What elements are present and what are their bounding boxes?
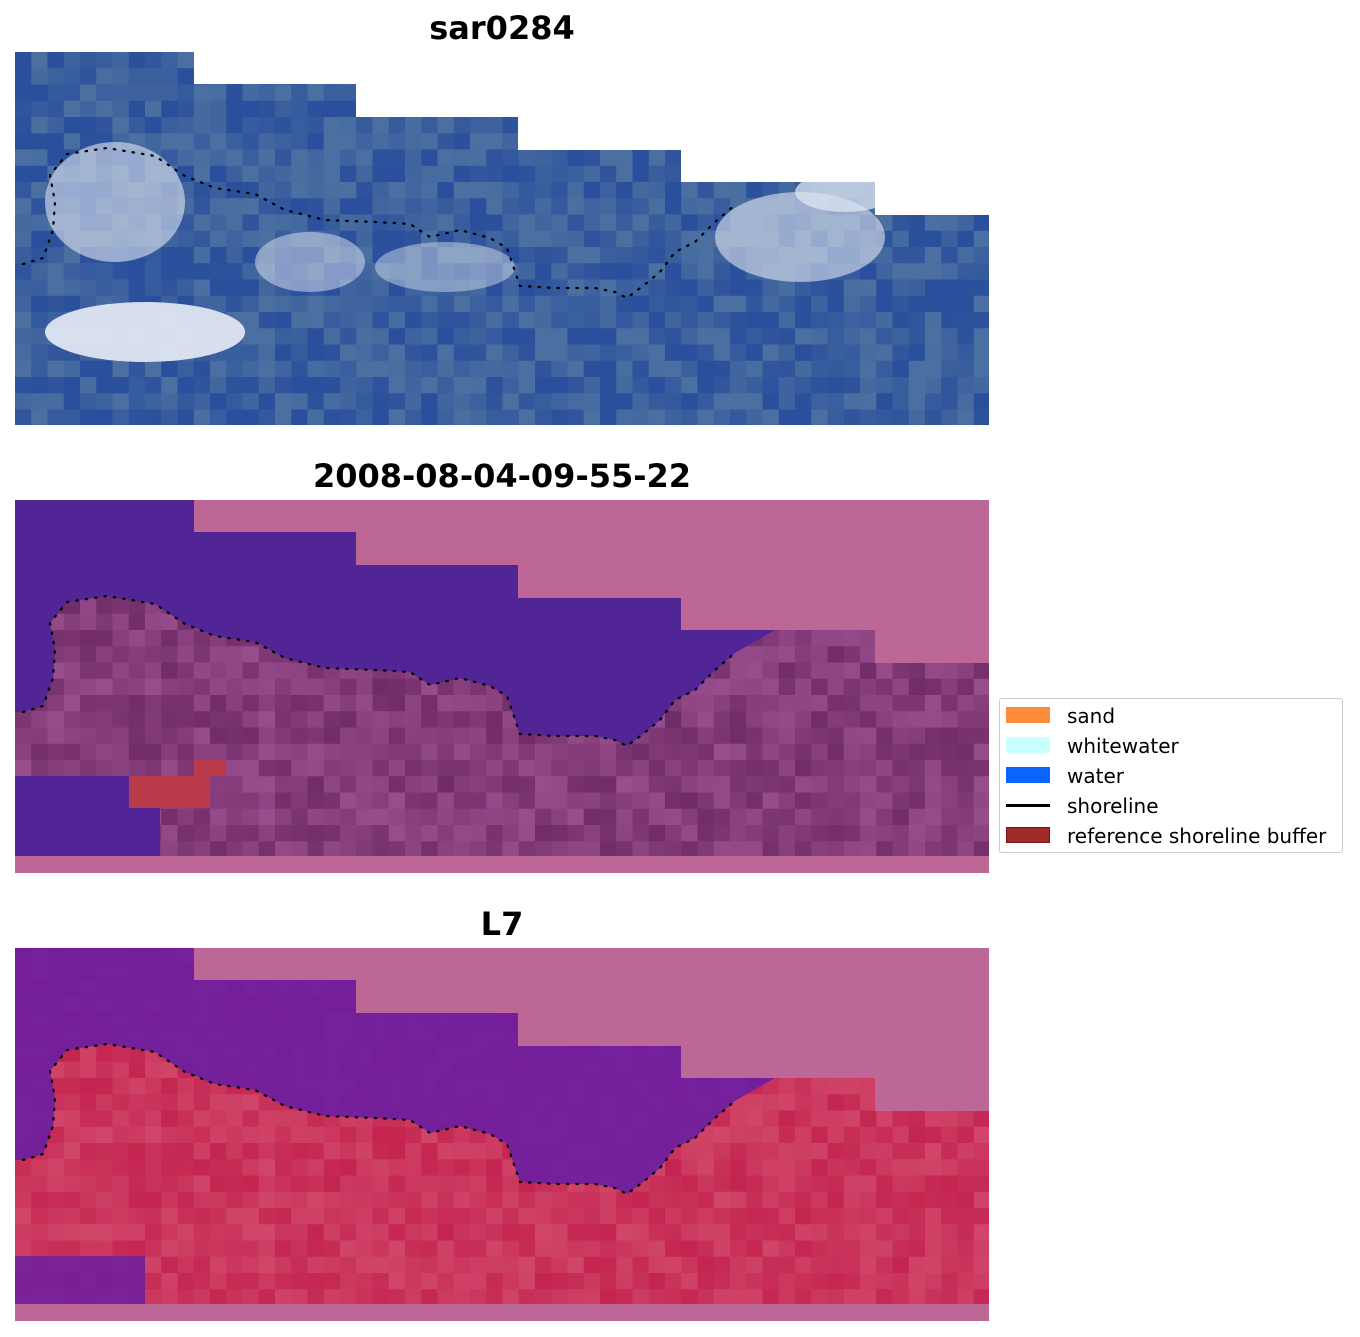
shoreline-dots: [21, 594, 737, 748]
legend-item-water: water: [1006, 765, 1338, 787]
water-swatch: [1006, 767, 1050, 783]
water-index-lower: [15, 1256, 145, 1304]
shoreline-line-swatch: [1006, 804, 1050, 807]
cloud-patch: [255, 232, 365, 292]
nodata-strip: [15, 1304, 989, 1321]
cloud-patch: [375, 242, 515, 292]
legend-item-shoreline: shoreline: [1006, 795, 1338, 817]
reference-buffer-swatch: [1006, 827, 1050, 843]
legend-item-sand: sand: [1006, 705, 1338, 727]
legend-item-whitewater: whitewater: [1006, 735, 1338, 757]
legend-label-water: water: [1067, 764, 1124, 788]
legend-item-reference-buffer: reference shoreline buffer: [1006, 825, 1338, 847]
legend: sand whitewater water shoreline referenc…: [999, 698, 1343, 853]
mndwi-image: [15, 948, 989, 1321]
water-class-lower: [15, 776, 160, 856]
nodata-mask: [194, 500, 989, 663]
buffer-patch: [129, 760, 226, 808]
classified-image-panel: [15, 500, 989, 873]
shoreline-dots: [21, 146, 737, 300]
classified-image: [15, 500, 989, 873]
whitewater-swatch: [1006, 737, 1050, 753]
legend-label-whitewater: whitewater: [1067, 734, 1179, 758]
rgb-image: [15, 52, 989, 425]
legend-label-sand: sand: [1067, 704, 1116, 728]
legend-label-shoreline: shoreline: [1067, 794, 1159, 818]
title-sar0284: sar0284: [429, 9, 575, 47]
nodata-mask: [194, 52, 989, 215]
cloud-patch: [715, 192, 885, 282]
title-satellite: L7: [480, 905, 524, 943]
cloud-patch: [45, 142, 185, 262]
cloud-patch: [45, 302, 245, 362]
legend-label-reference-buffer: reference shoreline buffer: [1067, 824, 1327, 848]
nodata-strip: [15, 856, 989, 873]
sand-swatch: [1006, 707, 1050, 723]
rgb-image-panel: [15, 52, 989, 425]
mndwi-image-panel: [15, 948, 989, 1321]
shoreline-dots: [21, 1042, 737, 1196]
nodata-mask: [194, 948, 989, 1111]
title-date: 2008-08-04-09-55-22: [312, 457, 692, 495]
